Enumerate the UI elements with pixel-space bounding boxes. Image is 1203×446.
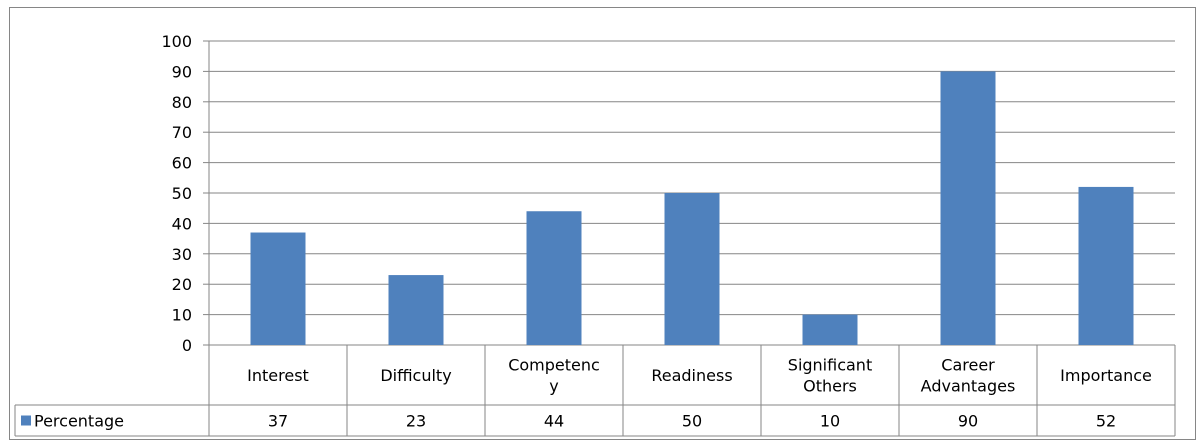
bar [802,314,858,345]
category-label: Significant [788,356,872,375]
bar [388,275,444,345]
bar [664,193,720,345]
category-label: y [549,377,558,396]
y-tick-label: 80 [172,93,192,112]
category-label: Competenc [508,356,600,375]
data-table-value: 50 [682,412,702,431]
data-table-value: 52 [1096,412,1116,431]
category-label: Difficulty [380,366,451,385]
y-tick-label: 100 [161,32,192,51]
bar [940,71,996,346]
data-table-value: 90 [958,412,978,431]
category-label: Interest [247,366,309,385]
y-tick-label: 20 [172,275,192,294]
y-tick-label: 50 [172,184,192,203]
data-table-value: 10 [820,412,840,431]
y-tick-label: 60 [172,154,192,173]
y-tick-label: 10 [172,306,192,325]
bar [526,211,582,345]
y-tick-label: 0 [182,336,192,355]
legend-label: Percentage [34,412,124,431]
y-tick-label: 40 [172,214,192,233]
data-table-value: 23 [406,412,426,431]
data-table-value: 37 [268,412,288,431]
legend-swatch [21,415,31,426]
category-label: Career [941,356,995,375]
y-tick-label: 70 [172,123,192,142]
category-label: Readiness [651,366,732,385]
data-table-value: 44 [544,412,564,431]
bar [250,232,306,345]
bar [1078,186,1134,345]
category-label: Others [803,377,857,396]
y-tick-label: 90 [172,62,192,81]
category-label: Importance [1060,366,1152,385]
y-tick-label: 30 [172,245,192,264]
category-label: Advantages [921,377,1016,396]
